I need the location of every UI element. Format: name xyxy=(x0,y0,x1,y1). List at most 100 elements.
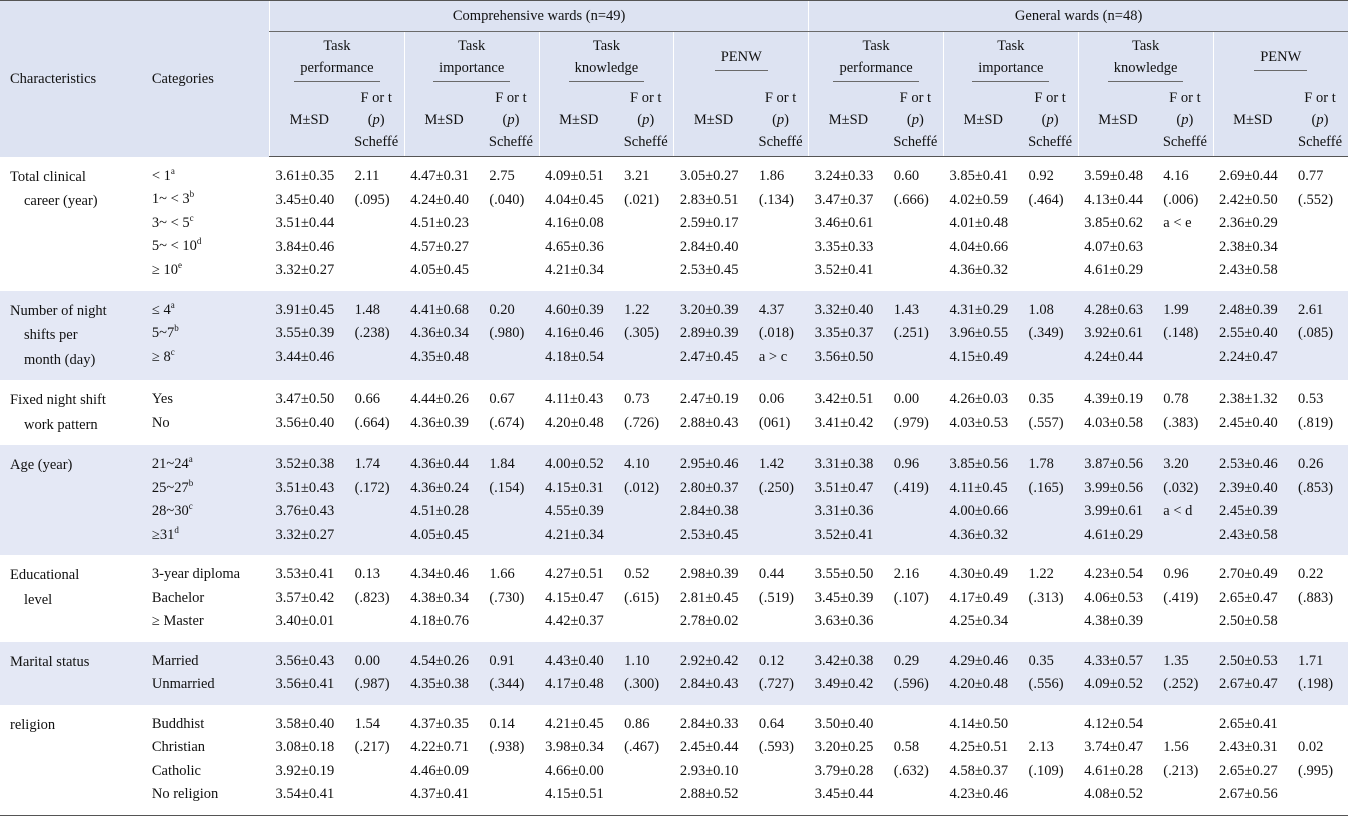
msd-cell: 2.50±0.53 2.67±0.47 xyxy=(1213,641,1293,705)
category-cell: 21~24a 25~27b 28~30c ≥31d xyxy=(141,445,270,555)
characteristic-cell: Total clinical career (year) xyxy=(10,168,98,210)
table-row: Fixed night shift work pattern Yes No 3.47±0… xyxy=(0,380,1348,445)
category-cell: Yes No xyxy=(151,391,173,431)
msd-cell: 3.85±0.56 4.11±0.45 4.00±0.66 4.36±0.32 xyxy=(943,445,1023,555)
table-row: Total clinical career (year) < 1a 1~ < 3b 3~… xyxy=(0,157,1348,291)
stat-cell: 0.00 (.979) xyxy=(893,391,929,431)
table-row: Number of night shifts per month (day) ≤ 4a… xyxy=(0,290,1348,380)
msd-cell: 4.34±0.46 4.38±0.34 4.18±0.76 xyxy=(410,566,470,629)
msd-cell: 2.47±0.19 2.88±0.43 xyxy=(679,391,739,431)
msd-cell: 2.92±0.42 2.84±0.43 xyxy=(673,641,753,705)
characteristics-header: Characteristics xyxy=(0,0,142,157)
gen-penw-msd-header: M±SD xyxy=(1212,84,1293,157)
comp-penw-ft-header: F or t (p) Scheffé xyxy=(752,84,809,157)
gen-task-performance-msd-header: M±SD xyxy=(808,84,888,157)
stat-cell: 0.77 (.552) xyxy=(1298,168,1334,208)
comp-penw-header: PENW xyxy=(673,31,809,84)
stat-cell: 0.64 (.593) xyxy=(752,704,809,816)
msd-cell: 4.43±0.40 4.17±0.48 xyxy=(539,641,619,705)
table-row: Age (year) 21~24a 25~27b 28~30c ≥31d 3.52±0.3… xyxy=(0,445,1348,555)
msd-cell: 4.54±0.26 4.35±0.38 xyxy=(404,641,484,705)
stat-cell: 1.10 (.300) xyxy=(618,641,674,705)
comp-task-importance-ft-header: F or t (p) Scheffé xyxy=(483,84,540,157)
characteristic-cell: Number of night shifts per month (day) xyxy=(0,290,142,380)
stat-cell: 0.22 (.883) xyxy=(1298,566,1334,606)
comp-task-knowledge-ft-header: F or t (p) Scheffé xyxy=(618,84,674,157)
stat-cell: 0.60 (.666) xyxy=(893,168,929,208)
table-row: religion Buddhist Christian Catholic No reli… xyxy=(0,704,1348,816)
stat-cell: 0.35 (.557) xyxy=(1028,391,1064,431)
msd-cell: 4.39±0.19 4.03±0.58 xyxy=(1084,391,1143,431)
gen-task-knowledge-msd-header: M±SD xyxy=(1077,84,1158,157)
stat-cell: 0.52 (.615) xyxy=(624,566,660,606)
msd-cell: 3.91±0.45 3.55±0.39 3.44±0.46 xyxy=(269,290,349,380)
stat-cell: 0.67 (.674) xyxy=(489,391,525,431)
comp-task-importance-header: Task importance xyxy=(403,31,540,84)
comp-task-performance-ft-header: F or t (p) Scheffé xyxy=(348,84,405,157)
msd-cell: 4.60±0.39 4.16±0.46 4.18±0.54 xyxy=(539,290,619,380)
stat-cell: 1.35 (.252) xyxy=(1157,641,1213,705)
msd-cell: 2.53±0.46 2.39±0.40 2.45±0.39 2.43±0.58 xyxy=(1213,445,1293,555)
stat-cell: 1.56 (.213) xyxy=(1157,704,1213,816)
msd-cell: 3.50±0.40 3.20±0.25 3.79±0.28 3.45±0.44 xyxy=(808,704,888,816)
stat-cell: 4.16 (.006) a < e xyxy=(1163,168,1199,231)
stat-cell: 0.35 (.556) xyxy=(1022,641,1079,705)
group-0: Total clinical career (year) < 1a 1~ < 3b 3~… xyxy=(0,157,1348,291)
msd-cell: 3.31±0.38 3.51±0.47 3.31±0.36 3.52±0.41 xyxy=(808,445,888,555)
group-1: Number of night shifts per month (day) ≤ 4a… xyxy=(0,290,1348,380)
stat-cell: 1.74 (.172) xyxy=(348,445,405,555)
stat-cell: 1.71 (.198) xyxy=(1292,641,1348,705)
stat-cell: 1.54 (.217) xyxy=(348,704,405,816)
group-5: Marital status Married Unmarried 3.56±0.43 3… xyxy=(0,641,1348,705)
msd-cell: 3.42±0.51 3.41±0.42 xyxy=(814,391,874,431)
msd-cell: 4.21±0.45 3.98±0.34 4.66±0.00 4.15±0.51 xyxy=(539,704,619,816)
stat-cell: 4.10 (.012) xyxy=(618,445,674,555)
table-row: Marital status Married Unmarried 3.56±0.43 3… xyxy=(0,641,1348,705)
msd-cell: 2.98±0.39 2.81±0.45 2.78±0.02 xyxy=(679,566,739,629)
stat-cell: 0.06 (061) xyxy=(758,391,791,431)
stat-cell: 1.86 (.134) xyxy=(758,168,794,208)
stat-cell: 0.96 (.419) xyxy=(887,445,944,555)
group-2: Fixed night shift work pattern Yes No 3.47±0… xyxy=(0,380,1348,445)
msd-cell: 4.00±0.52 4.15±0.31 4.55±0.39 4.21±0.34 xyxy=(539,445,619,555)
msd-cell: 2.84±0.33 2.45±0.44 2.93±0.10 2.88±0.52 xyxy=(673,704,753,816)
msd-cell: 3.42±0.38 3.49±0.42 xyxy=(808,641,888,705)
msd-cell: 2.48±0.39 2.55±0.40 2.24±0.47 xyxy=(1213,290,1293,380)
gen-task-performance-header: Task performance xyxy=(808,31,944,84)
stat-cell: 0.12 (.727) xyxy=(752,641,809,705)
characteristic-cell: Educational level xyxy=(10,567,80,608)
stat-cell: 0.20 (.980) xyxy=(483,290,540,380)
msd-cell: 4.29±0.46 4.20±0.48 xyxy=(943,641,1023,705)
stat-cell: 1.66 (.730) xyxy=(489,566,525,606)
stat-cell: 4.37 (.018) a > c xyxy=(752,290,809,380)
gen-task-knowledge-header: Task knowledge xyxy=(1077,31,1213,84)
msd-cell: 3.87±0.56 3.99±0.56 3.99±0.61 4.61±0.29 xyxy=(1078,445,1158,555)
stat-cell: 3.20 (.032) a < d xyxy=(1157,445,1213,555)
gen-task-knowledge-ft-header: F or t (p) Scheffé xyxy=(1157,84,1213,157)
msd-cell: 4.14±0.50 4.25±0.51 4.58±0.37 4.23±0.46 xyxy=(943,704,1023,816)
stat-cell: 0.13 (.823) xyxy=(354,566,390,606)
stat-cell: 1.08 (.349) xyxy=(1022,290,1079,380)
stat-cell: 1.84 (.154) xyxy=(483,445,540,555)
stat-cell: 0.14 (.938) xyxy=(483,704,540,816)
msd-cell: 4.47±0.31 4.24±0.40 4.51±0.23 4.57±0.27 4.05… xyxy=(410,168,470,278)
stat-cell: 2.11 (.095) xyxy=(354,168,390,208)
msd-cell: 3.59±0.48 4.13±0.44 3.85±0.62 4.07±0.63 4.61… xyxy=(1084,168,1143,278)
stat-cell: 2.75 (.040) xyxy=(489,168,525,208)
category-cell: 3-year diploma Bachelor ≥ Master xyxy=(151,566,241,629)
characteristic-cell: Marital status xyxy=(0,641,142,705)
msd-cell: 4.30±0.49 4.17±0.49 4.25±0.34 xyxy=(949,566,1009,629)
stat-cell: 0.58 (.632) xyxy=(887,704,944,816)
msd-cell: 3.53±0.41 3.57±0.42 3.40±0.01 xyxy=(275,566,335,629)
gen-task-importance-ft-header: F or t (p) Scheffé xyxy=(1022,84,1079,157)
gen-task-performance-ft-header: F or t (p) Scheffé xyxy=(887,84,944,157)
msd-cell: 3.52±0.38 3.51±0.43 3.76±0.43 3.32±0.27 xyxy=(269,445,349,555)
characteristic-cell: religion xyxy=(0,704,142,816)
general-wards-header: General wards (n=48) xyxy=(808,0,1348,32)
gen-penw-ft-header: F or t (p) Scheffé xyxy=(1292,84,1348,157)
msd-cell: 4.33±0.57 4.09±0.52 xyxy=(1078,641,1158,705)
gen-penw-header: PENW xyxy=(1212,31,1348,84)
stat-cell: 0.73 (.726) xyxy=(624,391,660,431)
msd-cell: 2.95±0.46 2.80±0.37 2.84±0.38 2.53±0.45 xyxy=(673,445,753,555)
characteristic-cell: Fixed night shift work pattern xyxy=(10,392,106,433)
